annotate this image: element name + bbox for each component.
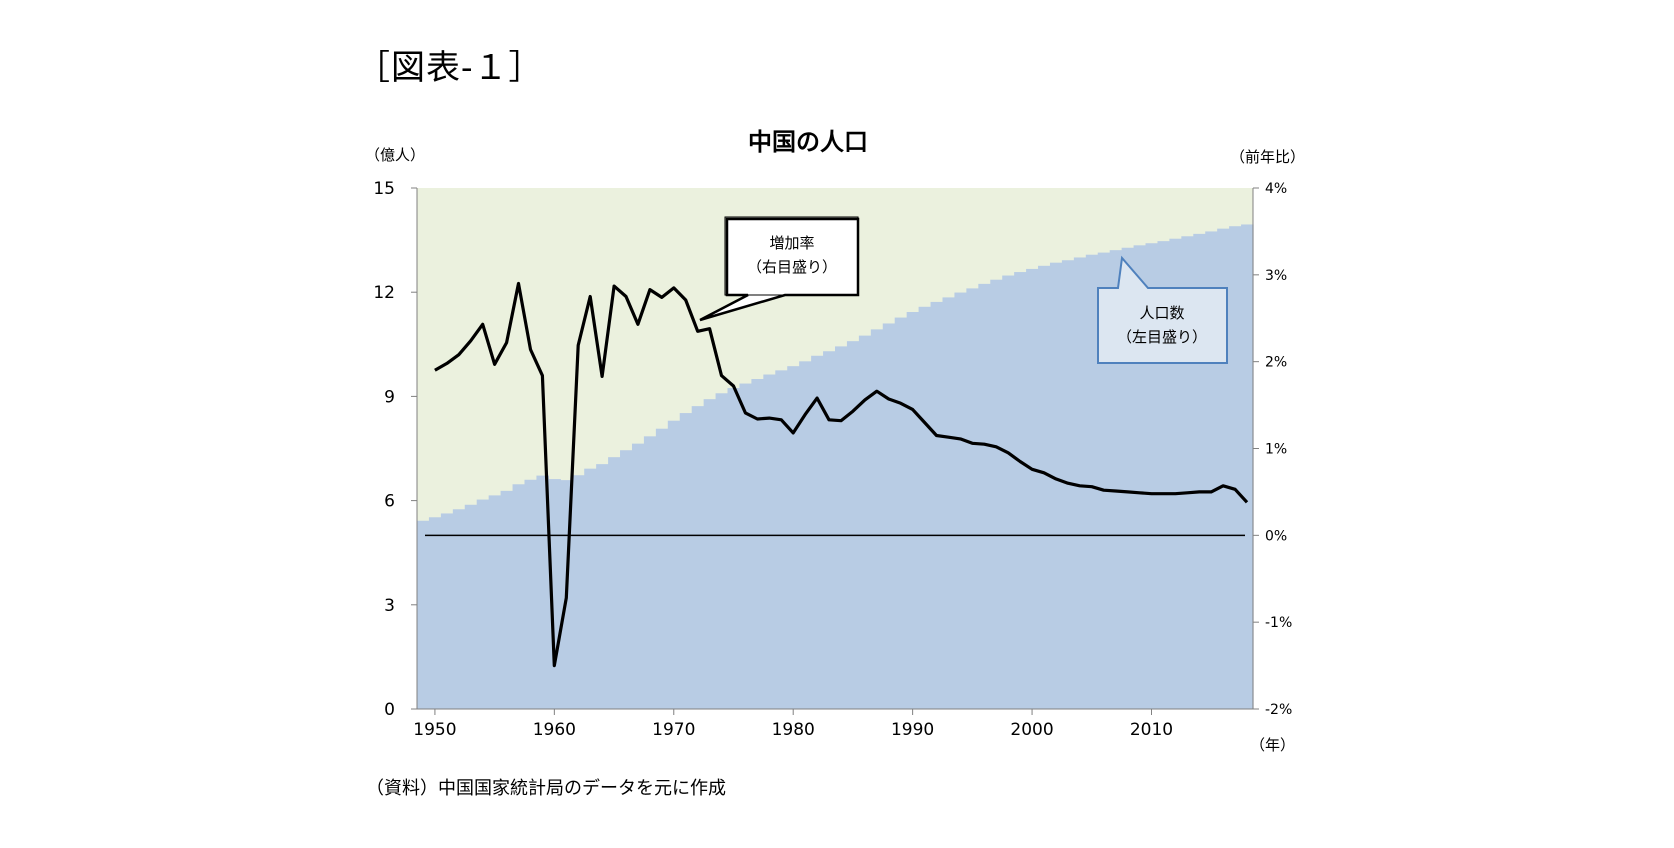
population-bar (1229, 226, 1242, 709)
population-bar (978, 283, 991, 709)
population-bar (631, 443, 645, 709)
population-bar (417, 520, 430, 709)
population-bar (1026, 268, 1039, 709)
population-bar (715, 393, 729, 709)
population-bar (775, 370, 788, 709)
population-bar (823, 351, 836, 709)
left-tick-label: 3 (384, 596, 395, 616)
population-bar (572, 475, 585, 709)
population-bar (870, 329, 884, 709)
population-bar (584, 468, 597, 709)
population-callout: 人口数 （左目盛り） (1097, 255, 1228, 364)
population-bar (500, 490, 514, 709)
right-tick-label: 1% (1265, 442, 1287, 458)
population-bar (787, 366, 800, 709)
x-tick-label: 2000 (1010, 720, 1053, 740)
population-bar (835, 346, 848, 709)
left-tick-label: 0 (384, 700, 395, 720)
chart-title: 中国の人口 (748, 128, 868, 156)
right-tick-label: 3% (1265, 268, 1287, 284)
x-tick-label: 1950 (413, 720, 456, 740)
tick-labels: 0 3 6 9 12 15 -2% -1% 0% 1% 2% 3% 4% 1950 1960 1970 1980… (373, 179, 1292, 740)
right-tick-label: 2% (1265, 355, 1287, 371)
x-tick-label: 1970 (652, 720, 695, 740)
population-bar (608, 457, 621, 709)
population-bar (894, 317, 908, 709)
population-bar (464, 504, 478, 709)
population-bar (643, 436, 657, 709)
population-bar (512, 484, 526, 709)
population-bar (1038, 265, 1051, 709)
figure-label: ［図表-１］ (356, 48, 544, 88)
population-bar (1073, 257, 1087, 709)
right-axis-unit: （前年比） (1230, 148, 1305, 166)
population-bar (452, 509, 466, 709)
growth-rate-line (434, 281, 1249, 668)
left-tick-label: 12 (373, 283, 395, 303)
population-bar (942, 297, 956, 709)
left-tick-label: 9 (384, 387, 395, 407)
population-bar (620, 450, 633, 709)
population-bar (536, 475, 549, 709)
population-bar (858, 335, 872, 709)
right-tick-label: -2% (1265, 702, 1292, 718)
growth-callout-line2: （右目盛り） (747, 258, 837, 276)
right-tick-label: 0% (1265, 528, 1287, 544)
population-bar (1241, 224, 1254, 709)
population-bar (655, 428, 669, 709)
x-axis-unit: （年） (1250, 736, 1295, 754)
population-bar (990, 279, 1003, 709)
population-bar (966, 288, 979, 709)
population-bar (727, 388, 741, 709)
population-bar (679, 413, 693, 709)
population-bar (906, 312, 920, 709)
population-callout-line1: 人口数 (1139, 304, 1184, 322)
population-bar (930, 301, 944, 709)
population-bar (667, 420, 681, 709)
axes (411, 187, 1259, 715)
population-bar (918, 306, 932, 709)
right-tick-label: -1% (1265, 615, 1292, 631)
growth-callout-line1: 増加率 (769, 234, 814, 252)
population-bar (488, 495, 502, 709)
population-bar (1002, 275, 1015, 709)
population-bar (1014, 272, 1027, 709)
population-bar (691, 406, 705, 709)
x-tick-label: 2010 (1130, 720, 1173, 740)
growth-rate-callout: 増加率 （右目盛り） (699, 216, 860, 322)
population-bar (739, 383, 752, 709)
left-tick-label: 6 (384, 492, 395, 512)
x-tick-label: 1960 (533, 720, 576, 740)
source-note: （資料）中国国家統計局のデータを元に作成 (366, 778, 726, 799)
population-bar (524, 479, 538, 709)
left-axis-unit: （億人） (365, 146, 425, 164)
right-tick-label: 4% (1265, 181, 1287, 197)
population-bar (882, 323, 896, 709)
population-area-series (417, 224, 1254, 710)
population-bar (846, 341, 860, 709)
population-bar (751, 379, 764, 709)
population-callout-line2: （左目盛り） (1117, 328, 1207, 346)
population-bar (763, 374, 776, 709)
population-bar (954, 292, 967, 709)
population-bar (440, 513, 454, 709)
population-bar (1049, 262, 1063, 709)
left-tick-label: 15 (373, 179, 395, 199)
population-bar (596, 464, 609, 709)
population-bar (1097, 252, 1111, 709)
x-tick-label: 1990 (891, 720, 934, 740)
population-bar (428, 517, 442, 709)
population-bar (476, 499, 490, 709)
x-tick-label: 1980 (772, 720, 815, 740)
population-bar (703, 399, 717, 709)
population-bar (811, 355, 824, 709)
growth-rate-series (434, 281, 1249, 668)
population-bar (1109, 250, 1123, 710)
population-bar (1085, 254, 1099, 709)
